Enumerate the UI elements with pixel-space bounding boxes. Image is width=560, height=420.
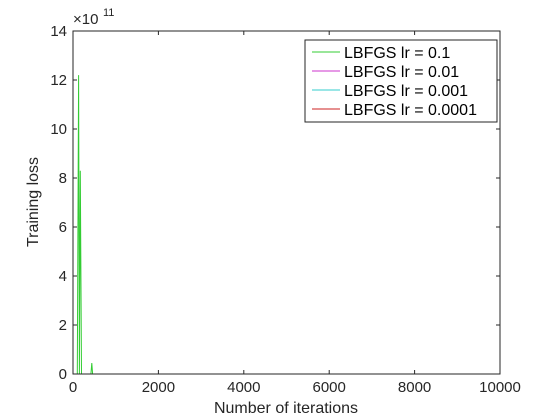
x-axis-label: Number of iterations — [214, 400, 358, 417]
x-tick-label: 0 — [69, 379, 77, 396]
y-tick-label: 2 — [59, 317, 67, 334]
legend-label-1: LBFGS lr = 0.01 — [344, 64, 459, 81]
x-tick-label: 6000 — [313, 379, 346, 396]
y-tick-label: 4 — [59, 268, 67, 285]
legend-label-0: LBFGS lr = 0.1 — [344, 45, 450, 62]
y-exponent-base: ×10 — [73, 11, 98, 28]
y-tick-label: 0 — [59, 366, 67, 383]
y-tick-label: 6 — [59, 219, 67, 236]
y-tick-label: 10 — [50, 121, 67, 138]
y-exponent-power: 11 — [103, 7, 114, 19]
legend: LBFGS lr = 0.1 LBFGS lr = 0.01 LBFGS lr = … — [304, 39, 498, 123]
y-axis-label: Training loss — [25, 157, 42, 247]
legend-box — [304, 39, 498, 123]
x-tick-label: 8000 — [398, 379, 431, 396]
x-tick-label: 2000 — [142, 379, 175, 396]
y-tick-label: 8 — [59, 170, 67, 187]
legend-label-2: LBFGS lr = 0.001 — [344, 83, 468, 100]
x-tick-label: 4000 — [227, 379, 260, 396]
ticks-layer: 0 2000 4000 6000 8000 10000 0 2 4 6 8 10 12 14 — [50, 23, 521, 396]
legend-label-3: LBFGS lr = 0.0001 — [344, 102, 477, 119]
y-tick-label: 12 — [50, 72, 67, 89]
y-tick-label: 14 — [50, 23, 67, 40]
plot-border — [72, 30, 501, 375]
x-tick-label: 10000 — [479, 379, 521, 396]
